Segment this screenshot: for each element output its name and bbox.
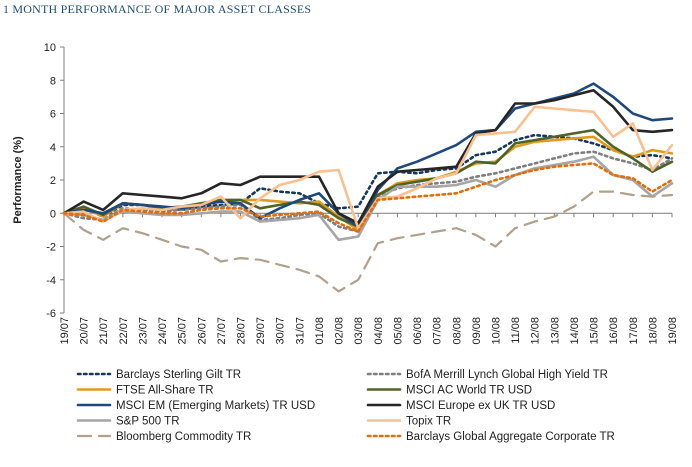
legend: Barclays Sterling Gilt TR BofA Merrill Ly… xyxy=(76,369,615,443)
y-tick-label: 0 xyxy=(50,208,56,220)
legend-item: Barclays Global Aggregate Corporate TR xyxy=(366,431,615,443)
x-tick-label: 07/08 xyxy=(432,317,444,345)
x-tick-label: 19/08 xyxy=(667,317,679,345)
series-line-4 xyxy=(62,82,674,228)
y-axis-label: Performance (%) xyxy=(12,136,24,224)
legend-item: FTSE All-Share TR xyxy=(76,385,214,397)
series-line-9 xyxy=(62,162,674,233)
x-tick-label: 02/08 xyxy=(334,317,346,345)
x-tick-label: 25/07 xyxy=(177,317,189,345)
legend-item: Barclays Sterling Gilt TR xyxy=(76,369,241,381)
legend-label: MSCI EM (Emerging Markets) TR USD xyxy=(116,400,315,412)
x-tick-label: 19/07 xyxy=(59,317,71,345)
x-tick-label: 16/08 xyxy=(608,317,620,345)
x-tick-label: 27/07 xyxy=(216,317,228,345)
legend-item: BofA Merrill Lynch Global High Yield TR xyxy=(366,369,608,381)
y-tick-label: 10 xyxy=(44,42,56,54)
series-line-5 xyxy=(62,88,674,225)
x-tick-label: 31/07 xyxy=(294,317,306,345)
x-tick-label: 20/07 xyxy=(79,317,91,345)
legend-item: S&P 500 TR xyxy=(76,416,180,428)
legend-item: MSCI EM (Emerging Markets) TR USD xyxy=(76,400,315,412)
y-tick-label: 2 xyxy=(50,175,56,187)
y-tick-label: -2 xyxy=(46,242,56,254)
x-tick-label: 30/07 xyxy=(275,317,287,345)
y-axis: -6 -4 -2 0 2 4 6 8 10 xyxy=(44,42,65,320)
y-tick-label: 6 xyxy=(50,109,56,121)
x-tick-label: 14/08 xyxy=(569,317,581,345)
x-tick-label: 29/07 xyxy=(255,317,267,345)
x-tick-label: 09/08 xyxy=(471,317,483,345)
legend-item: MSCI AC World TR USD xyxy=(366,385,532,397)
y-tick-label: -4 xyxy=(46,275,56,287)
x-tick-label: 03/08 xyxy=(353,317,365,345)
legend-item: Topix TR xyxy=(366,416,451,428)
x-tick-label: 22/07 xyxy=(118,317,130,345)
x-tick-label: 04/08 xyxy=(373,317,385,345)
x-tick-label: 13/08 xyxy=(549,317,561,345)
legend-label: FTSE All-Share TR xyxy=(116,385,214,397)
series-line-6 xyxy=(62,155,674,242)
x-tick-label: 21/07 xyxy=(98,317,110,345)
legend-item: MSCI Europe ex UK TR USD xyxy=(366,400,555,412)
x-tick-label: 06/08 xyxy=(412,317,424,345)
y-tick-label: -6 xyxy=(46,308,56,320)
y-tick-label: 8 xyxy=(50,75,56,87)
x-tick-label: 17/08 xyxy=(628,317,640,345)
x-tick-label: 18/08 xyxy=(647,317,659,345)
y-tick-label: 4 xyxy=(50,142,56,154)
x-tick-label: 24/07 xyxy=(157,317,169,345)
legend-label: Topix TR xyxy=(406,416,451,428)
series-line-8 xyxy=(62,190,674,293)
x-tick-label: 10/08 xyxy=(490,317,502,345)
legend-label: Barclays Sterling Gilt TR xyxy=(116,369,241,381)
plot-area xyxy=(62,82,674,293)
x-tick-label: 12/08 xyxy=(530,317,542,345)
x-tick-label: 11/08 xyxy=(510,317,522,344)
x-tick-label: 08/08 xyxy=(451,317,463,345)
legend-label: BofA Merrill Lynch Global High Yield TR xyxy=(406,369,608,381)
page-title: 1 MONTH PERFORMANCE OF MAJOR ASSET CLASS… xyxy=(3,2,312,16)
x-tick-label: 05/08 xyxy=(392,317,404,345)
x-tick-label: 26/07 xyxy=(196,317,208,345)
x-tick-label: 15/08 xyxy=(589,317,601,345)
x-tick-label: 01/08 xyxy=(314,317,326,345)
series-line-1 xyxy=(62,150,674,233)
x-tick-label: 28/07 xyxy=(236,317,248,345)
legend-label: Barclays Global Aggregate Corporate TR xyxy=(406,431,615,443)
legend-label: S&P 500 TR xyxy=(116,416,180,428)
legend-label: MSCI Europe ex UK TR USD xyxy=(406,400,555,412)
x-tick-label: 23/07 xyxy=(137,317,149,345)
legend-label: MSCI AC World TR USD xyxy=(406,385,532,397)
x-axis: 19/07 20/07 21/07 22/07 23/07 24/07 25/07 26/07… xyxy=(59,212,679,345)
legend-label: Bloomberg Commodity TR xyxy=(116,431,251,443)
legend-item: Bloomberg Commodity TR xyxy=(76,431,251,443)
